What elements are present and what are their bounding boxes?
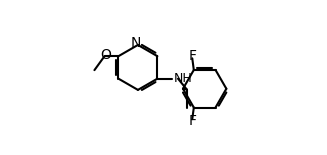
Text: NH: NH xyxy=(174,72,193,85)
Text: O: O xyxy=(100,48,111,62)
Text: N: N xyxy=(131,36,141,50)
Text: F: F xyxy=(188,49,196,63)
Text: F: F xyxy=(188,115,196,128)
